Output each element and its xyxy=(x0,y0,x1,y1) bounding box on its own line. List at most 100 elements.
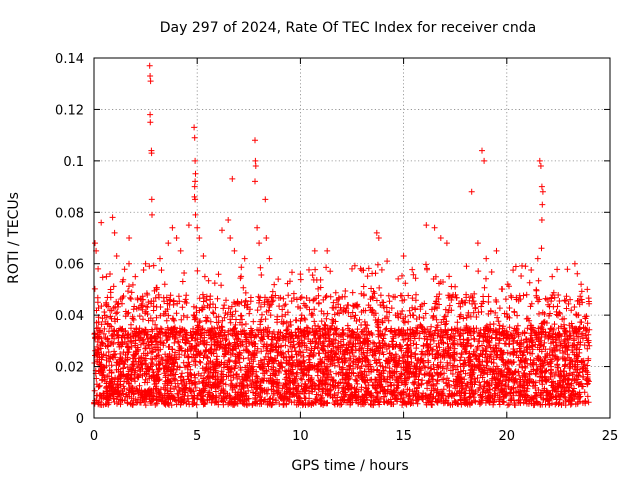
data-point xyxy=(267,312,274,319)
data-point xyxy=(330,383,337,390)
data-point xyxy=(133,399,140,406)
data-point xyxy=(121,361,128,368)
data-point xyxy=(379,299,386,306)
data-point xyxy=(133,348,140,355)
data-point xyxy=(451,333,458,339)
data-point xyxy=(472,305,479,312)
data-point xyxy=(162,329,168,336)
data-point xyxy=(510,346,517,352)
data-point xyxy=(244,334,250,341)
data-point xyxy=(199,291,206,298)
data-point xyxy=(520,378,527,385)
data-point xyxy=(462,370,469,377)
data-point xyxy=(499,351,506,358)
data-point xyxy=(585,339,592,346)
data-point xyxy=(511,349,518,356)
data-point xyxy=(405,392,412,399)
data-point xyxy=(572,325,579,332)
data-point xyxy=(358,322,365,328)
data-point xyxy=(413,324,420,331)
data-point xyxy=(250,358,257,365)
data-point xyxy=(569,323,576,330)
data-point xyxy=(468,332,474,339)
data-point xyxy=(516,380,523,387)
data-point xyxy=(430,361,437,368)
data-point xyxy=(413,373,420,380)
data-point xyxy=(104,335,111,342)
data-point xyxy=(481,284,488,291)
data-point xyxy=(455,300,462,307)
data-point xyxy=(520,339,527,346)
data-point xyxy=(228,303,235,310)
data-point xyxy=(179,370,185,377)
data-point xyxy=(307,338,314,345)
data-point xyxy=(475,329,482,336)
data-point xyxy=(234,299,241,306)
data-point xyxy=(164,358,171,365)
data-point xyxy=(580,364,587,371)
data-point xyxy=(325,328,332,335)
data-point xyxy=(534,392,540,399)
data-point xyxy=(226,369,232,376)
data-point xyxy=(242,364,249,371)
data-point xyxy=(454,400,461,407)
data-point xyxy=(241,397,248,404)
data-point xyxy=(437,352,444,359)
data-point xyxy=(533,389,539,396)
data-point xyxy=(561,325,567,332)
data-point xyxy=(476,333,483,339)
data-point xyxy=(349,289,356,296)
data-point xyxy=(364,322,371,329)
data-point xyxy=(400,318,407,325)
data-point xyxy=(486,386,493,393)
data-point xyxy=(554,362,561,369)
data-point xyxy=(174,300,181,307)
data-point xyxy=(402,381,409,388)
data-point xyxy=(140,357,147,364)
data-point xyxy=(388,325,395,332)
data-point xyxy=(245,387,252,394)
data-point xyxy=(316,325,323,332)
data-point xyxy=(197,318,203,324)
data-point xyxy=(128,321,134,328)
data-point xyxy=(546,303,553,310)
data-point xyxy=(171,360,178,367)
data-point xyxy=(111,389,117,396)
data-point xyxy=(486,339,493,346)
data-point xyxy=(257,378,264,385)
data-point xyxy=(527,303,534,310)
data-point xyxy=(104,294,111,301)
data-point xyxy=(128,289,135,296)
data-point xyxy=(407,365,414,372)
data-point xyxy=(148,400,155,406)
data-point xyxy=(91,285,98,292)
data-point xyxy=(290,295,297,301)
data-point xyxy=(320,402,327,408)
data-point xyxy=(512,263,519,270)
data-point xyxy=(339,376,346,383)
data-point xyxy=(324,399,331,406)
data-point xyxy=(538,348,545,355)
data-point xyxy=(306,359,313,366)
data-point xyxy=(287,343,294,350)
data-point xyxy=(295,332,302,339)
data-point xyxy=(142,352,149,359)
data-point xyxy=(185,376,192,383)
data-point xyxy=(433,343,440,350)
data-point xyxy=(562,387,569,394)
data-point xyxy=(466,393,473,400)
data-point xyxy=(356,369,363,376)
data-point xyxy=(376,401,383,408)
data-point xyxy=(402,313,409,320)
data-point xyxy=(394,361,401,368)
data-point xyxy=(212,304,219,311)
data-point xyxy=(401,371,408,378)
data-point xyxy=(120,383,127,390)
data-point xyxy=(313,338,320,345)
data-point xyxy=(350,329,357,336)
data-point xyxy=(170,375,177,382)
data-point xyxy=(520,370,527,377)
data-point xyxy=(431,305,438,312)
data-point xyxy=(472,378,479,385)
data-point xyxy=(278,360,285,367)
